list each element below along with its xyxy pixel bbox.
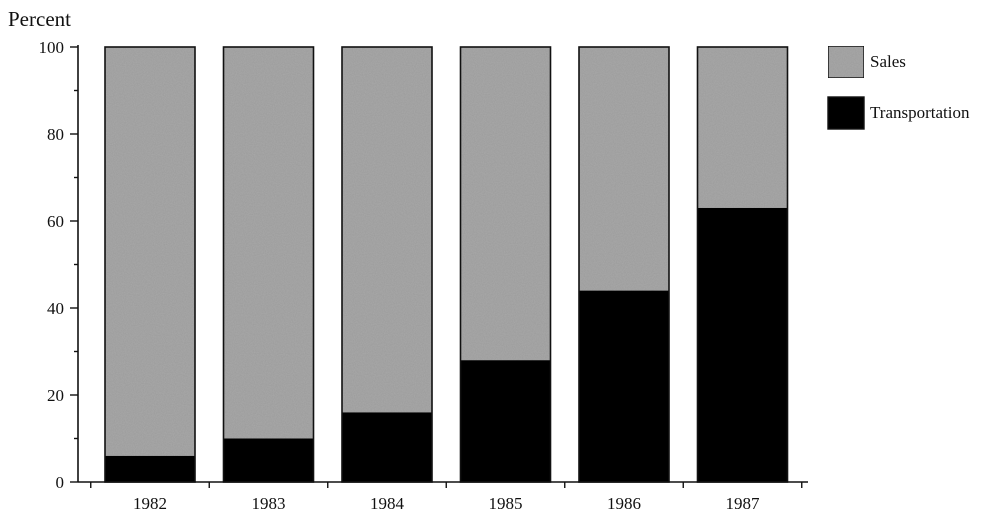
bar-segment-transportation <box>579 290 669 482</box>
bar-segment-transportation <box>697 207 788 482</box>
y-tick-label: 80 <box>47 125 64 144</box>
y-tick-label: 40 <box>47 299 64 318</box>
bar-segment-sales <box>105 47 195 456</box>
legend-swatch <box>827 96 865 130</box>
x-tick-label: 1987 <box>726 494 761 513</box>
bar-segment-transportation <box>460 360 551 482</box>
x-tick-label: 1986 <box>607 494 641 513</box>
y-tick-label: 100 <box>39 38 65 57</box>
bar-segment-sales <box>697 47 788 208</box>
y-axis-label: Percent <box>8 7 71 31</box>
bar-segment-transportation <box>342 412 432 482</box>
x-axis: 1982 1983 1984 1985 1986 1987 <box>78 481 808 513</box>
legend-label: Sales <box>870 52 906 71</box>
y-axis: 0 20 40 60 80 100 <box>39 38 79 492</box>
bar-segment-sales <box>342 47 432 413</box>
y-tick-label: 0 <box>56 473 65 492</box>
bar-segment-transportation <box>105 455 195 482</box>
bar-1987 <box>696 46 789 483</box>
bar-segment-transportation <box>223 438 314 482</box>
legend-swatch <box>827 45 865 79</box>
y-tick-label: 60 <box>47 212 64 231</box>
bar-1985 <box>459 46 552 483</box>
bar-segment-sales <box>460 47 551 361</box>
x-tick-label: 1985 <box>489 494 523 513</box>
bar-segment-sales <box>223 47 314 439</box>
bar-segment-sales <box>579 47 669 291</box>
y-tick-label: 20 <box>47 386 64 405</box>
legend-item-transportation: Transportation <box>827 96 970 130</box>
bar-1982 <box>104 46 196 483</box>
x-tick-label: 1984 <box>370 494 405 513</box>
bar-1986 <box>578 46 670 483</box>
legend: Sales Transportation <box>827 45 970 130</box>
x-tick-label: 1983 <box>252 494 286 513</box>
legend-item-sales: Sales <box>827 45 906 79</box>
legend-label: Transportation <box>870 103 970 122</box>
bars <box>104 46 789 483</box>
x-tick-label: 1982 <box>133 494 167 513</box>
bar-1983 <box>222 46 315 483</box>
bar-1984 <box>341 46 433 483</box>
